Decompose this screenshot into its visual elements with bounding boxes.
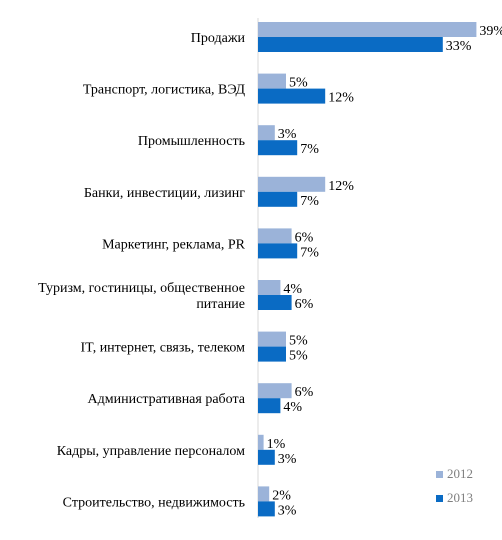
- bar-2013: [258, 88, 326, 104]
- data-label: 6%: [295, 297, 314, 312]
- bar-2013: [258, 346, 286, 362]
- data-label: 2%: [272, 488, 291, 503]
- bar-2013: [258, 295, 292, 310]
- data-label: 3%: [278, 127, 297, 142]
- legend-label: 2013: [447, 490, 473, 505]
- data-label: 4%: [283, 282, 302, 297]
- data-label: 39%: [479, 24, 502, 39]
- bar-2013: [258, 398, 281, 414]
- bar-2012: [258, 176, 326, 192]
- category-labels: Продажи Транспорт, логистика, ВЭД Промышле…: [38, 31, 246, 510]
- bar-2013: [258, 243, 298, 259]
- category-label: Строительство, недвижимость: [63, 495, 245, 510]
- bar-2012: [258, 331, 286, 347]
- data-label: 6%: [295, 385, 314, 400]
- value-labels: 39%33%5%12%3%7%12%7%6%7%4%6%5%5%6%4%1%3%…: [267, 24, 502, 518]
- data-label: 1%: [267, 437, 286, 452]
- category-label: Кадры, управление персоналом: [57, 444, 245, 459]
- data-label: 5%: [289, 349, 308, 364]
- bar-2012: [258, 228, 292, 244]
- category-label: Банки, инвестиции, лизинг: [84, 186, 245, 201]
- category-label: Промышленность: [138, 134, 245, 149]
- legend-swatch: [436, 495, 443, 502]
- data-label: 3%: [278, 503, 297, 518]
- legend-label: 2012: [447, 466, 473, 481]
- data-label: 33%: [446, 39, 472, 54]
- data-label: 7%: [300, 142, 319, 157]
- category-label: Транспорт, логистика, ВЭД: [83, 83, 246, 98]
- bar-2012: [258, 434, 264, 450]
- data-label: 4%: [283, 400, 302, 415]
- data-label: 5%: [289, 76, 308, 91]
- chart-bars: [258, 22, 477, 517]
- chart-legend: 2012 2013: [436, 466, 473, 505]
- bar-2013: [258, 37, 443, 52]
- category-label: питание: [196, 297, 245, 312]
- legend-swatch: [436, 471, 443, 478]
- category-label: Продажи: [191, 31, 246, 46]
- category-label: Маркетинг, реклама, PR: [102, 237, 246, 252]
- category-label: Административная работа: [88, 392, 246, 407]
- bar-2012: [258, 22, 477, 37]
- data-label: 12%: [328, 179, 354, 194]
- data-label: 7%: [300, 194, 319, 209]
- bar-2013: [258, 140, 298, 156]
- category-label: IT, интернет, связь, телеком: [81, 341, 246, 356]
- data-label: 7%: [300, 245, 319, 260]
- bar-2012: [258, 73, 286, 89]
- category-label: Туризм, гостиницы, общественное: [38, 281, 245, 296]
- data-label: 5%: [289, 334, 308, 349]
- data-label: 6%: [295, 230, 314, 245]
- data-label: 12%: [328, 91, 354, 106]
- data-label: 3%: [278, 452, 297, 467]
- bar-2012: [258, 486, 270, 502]
- bar-2013: [258, 449, 275, 465]
- bar-2012: [258, 125, 275, 141]
- bar-2013: [258, 191, 298, 207]
- bar-2012: [258, 280, 281, 295]
- bar-2012: [258, 383, 292, 399]
- bar-2013: [258, 501, 275, 517]
